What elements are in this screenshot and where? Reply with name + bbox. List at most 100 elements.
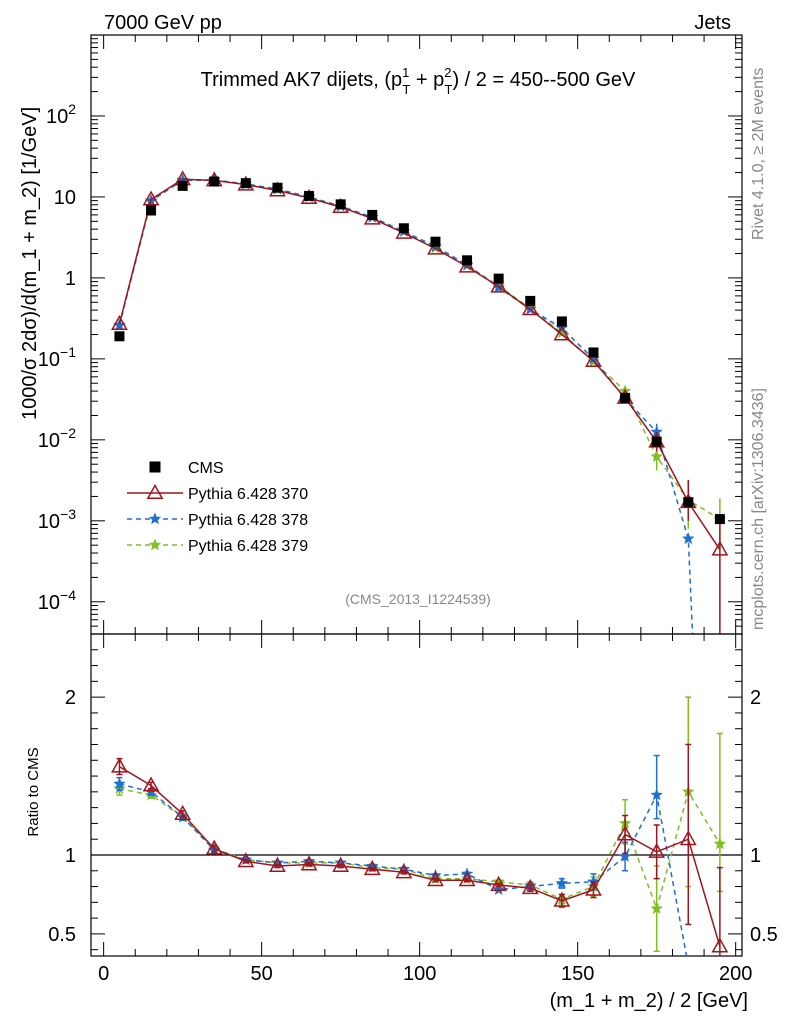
ratio-point: [142, 776, 160, 792]
tick-label-exponent: 2: [68, 101, 76, 117]
ratio-series-pythia-6-428-378: [113, 754, 694, 970]
data-point: [525, 295, 536, 306]
ratio-point: [269, 856, 286, 873]
ratio-point: [363, 860, 381, 876]
data-point: [585, 352, 602, 368]
data-point: [142, 190, 160, 206]
ratio-point: [205, 839, 223, 855]
title-mid: + p: [410, 69, 444, 91]
title-sup-2: 2: [444, 65, 451, 80]
main-y-tick-label: 10−3: [38, 506, 76, 533]
main-y-tick-label: 10−1: [38, 344, 76, 371]
ratio-point: [650, 788, 664, 801]
data-point: [490, 277, 508, 293]
data-point: [588, 347, 599, 358]
header-process: Jets: [694, 12, 731, 34]
ratio-point: [679, 830, 697, 846]
ratio-point: [683, 959, 694, 970]
data-point: [177, 180, 188, 191]
mcplots-label: mcplots.cern.ch [arXiv:1306.3436]: [750, 388, 767, 630]
legend-item: Pythia 6.428 370: [127, 483, 308, 503]
ratio-point: [332, 856, 350, 873]
ratio-point: [585, 880, 602, 896]
main-plot-area: [111, 170, 729, 634]
tick-label-base: 10: [38, 592, 60, 614]
legend-marker: [146, 483, 164, 499]
legend-label: Pythia 6.428 379: [188, 538, 308, 555]
data-point: [462, 255, 473, 266]
ratio-y-tick-label: 2: [65, 687, 76, 709]
data-point: [683, 497, 694, 508]
ratio-point: [521, 879, 539, 895]
ratio-point: [616, 825, 634, 841]
ratio-point: [111, 757, 128, 773]
data-point: [651, 436, 662, 447]
ratio-line: [119, 765, 721, 947]
title-sub-2: T: [445, 82, 453, 97]
x-tick-label: 200: [719, 963, 752, 985]
ratio-point: [555, 876, 569, 889]
data-point: [714, 514, 725, 525]
ratio-plot-area: [111, 696, 729, 970]
ratio-point: [237, 852, 255, 868]
tick-label-exponent: −3: [60, 506, 76, 522]
data-point: [240, 178, 251, 189]
x-tick-label: 50: [251, 963, 273, 985]
ratio-point: [711, 937, 729, 953]
data-point: [427, 239, 444, 255]
ratio-point: [713, 837, 727, 850]
y-axis-label: 1000/σ 2dσ)/d(m_1 + m_2) [1/GeV]: [19, 107, 41, 420]
ratio-y-tick-label-right: 0.5: [750, 924, 778, 946]
legend-item: CMS: [149, 460, 224, 477]
data-point: [111, 314, 128, 330]
title-sub-1: T: [402, 82, 410, 97]
main-y-tick-label: 10−4: [38, 587, 76, 614]
data-point: [521, 300, 539, 316]
tick-label-base: 10: [46, 106, 68, 128]
title-sup-1: 1: [402, 65, 409, 80]
ratio-point: [427, 871, 444, 887]
ratio-point: [113, 777, 126, 790]
ratio-y-tick-label: 0.5: [48, 924, 76, 946]
tick-label-base: 10: [54, 187, 76, 209]
ratio-panel: 0 50 100 150 200 0.5 0.5 1 1 2 2: [48, 633, 778, 985]
tick-label-exponent: −4: [60, 587, 76, 603]
ratio-series-pythia-6-428-379: [113, 696, 727, 953]
tick-label-base: 10: [38, 430, 60, 452]
tick-label-base: 10: [38, 511, 60, 533]
legend-marker: [148, 538, 162, 551]
legend-label: Pythia 6.428 378: [188, 512, 308, 529]
series-line: [118, 179, 694, 634]
analysis-id-label: (CMS_2013_I1224539): [345, 591, 491, 607]
x-tick-label: 0: [98, 963, 109, 985]
series-pythia-6-428-370: [111, 170, 729, 634]
title-prefix: Trimmed AK7 dijets, (p: [201, 69, 403, 91]
data-point: [114, 331, 125, 342]
main-y-tick-label: 10: [54, 187, 76, 209]
legend-label: CMS: [188, 460, 224, 477]
header-energy: 7000 GeV pp: [104, 12, 222, 34]
data-point: [367, 209, 378, 220]
tick-label-exponent: −1: [60, 344, 76, 360]
data-point: [146, 205, 157, 216]
data-point: [493, 273, 504, 284]
data-point: [304, 190, 315, 201]
ratio-point: [300, 855, 318, 871]
data-point: [650, 449, 664, 463]
main-y-tick-label: 1: [65, 268, 76, 290]
ratio-point: [490, 875, 508, 891]
tick-label-base: 10: [38, 349, 60, 371]
ratio-line: [119, 783, 688, 956]
ratio-y-axis-label: Ratio to CMS: [25, 747, 42, 836]
data-point: [681, 532, 695, 545]
main-y-tick-label: 10−2: [38, 425, 76, 452]
ratio-point: [618, 849, 632, 862]
data-point: [711, 540, 729, 556]
data-point: [335, 199, 346, 210]
legend: CMS Pythia 6.428 370 Pythia 6.428 378 Pythi…: [127, 460, 308, 555]
ratio-point: [648, 842, 666, 858]
ratio-y-tick-label: 1: [65, 845, 76, 867]
x-axis-label: (m_1 + m_2) / 2 [GeV]: [550, 990, 748, 1012]
